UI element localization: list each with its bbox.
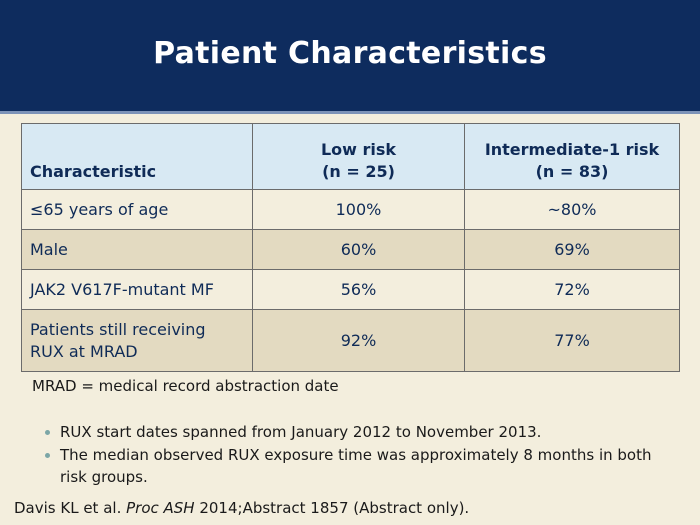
table-row: ≤65 years of age 100% ~80%: [21, 189, 680, 230]
bullet-dot-icon: [45, 430, 50, 435]
citation: Davis KL et al. Proc ASH 2014;Abstract 1…: [14, 499, 469, 517]
bullet-text: RUX start dates spanned from January 201…: [60, 423, 542, 441]
column-header-n: (n = 25): [322, 162, 395, 181]
slide-title: Patient Characteristics: [153, 36, 547, 71]
cell-intermediate-risk: ~80%: [464, 189, 680, 230]
citation-details: 2014;Abstract 1857 (Abstract only).: [194, 499, 470, 517]
bullet-text: The median observed RUX exposure time wa…: [60, 446, 652, 486]
cell-low-risk: 56%: [252, 269, 465, 310]
bullet-list: RUX start dates spanned from January 201…: [42, 421, 662, 489]
column-header-label: Intermediate-1 risk: [484, 140, 660, 159]
table-footnote: MRAD = medical record abstraction date: [32, 377, 339, 395]
bullet-item: The median observed RUX exposure time wa…: [42, 444, 662, 488]
cell-low-risk: 100%: [252, 189, 465, 230]
bullet-dot-icon: [45, 453, 50, 458]
column-header-low-risk: Low risk (n = 25): [252, 123, 465, 190]
table-row: JAK2 V617F-mutant MF 56% 72%: [21, 269, 680, 310]
cell-characteristic: Male: [21, 229, 253, 270]
cell-characteristic-line: RUX at MRAD: [30, 341, 138, 361]
citation-journal: Proc ASH: [126, 499, 195, 517]
cell-low-risk: 92%: [252, 309, 465, 372]
column-header-characteristic: Characteristic: [21, 123, 253, 190]
title-banner-divider: [0, 111, 700, 114]
patient-characteristics-table: Characteristic Low risk (n = 25) Interme…: [21, 123, 680, 372]
table-row: Male 60% 69%: [21, 229, 680, 270]
column-header-intermediate-risk: Intermediate-1 risk (n = 83): [464, 123, 680, 190]
table-header-row: Characteristic Low risk (n = 25) Interme…: [21, 123, 680, 190]
column-header-n: (n = 83): [535, 162, 609, 181]
cell-characteristic: Patients still receiving RUX at MRAD: [21, 309, 253, 372]
cell-intermediate-risk: 77%: [464, 309, 680, 372]
cell-low-risk: 60%: [252, 229, 465, 270]
cell-intermediate-risk: 72%: [464, 269, 680, 310]
citation-authors: Davis KL et al.: [14, 499, 127, 517]
cell-intermediate-risk: 69%: [464, 229, 680, 270]
cell-characteristic: ≤65 years of age: [21, 189, 253, 230]
cell-characteristic: JAK2 V617F-mutant MF: [21, 269, 253, 310]
bullet-item: RUX start dates spanned from January 201…: [42, 421, 662, 443]
table-row: Patients still receiving RUX at MRAD 92%…: [21, 309, 680, 372]
cell-characteristic-line: Patients still receiving: [30, 319, 206, 339]
title-banner: [0, 0, 700, 111]
column-header-label: Characteristic: [30, 162, 157, 181]
column-header-label: Low risk: [320, 140, 397, 159]
